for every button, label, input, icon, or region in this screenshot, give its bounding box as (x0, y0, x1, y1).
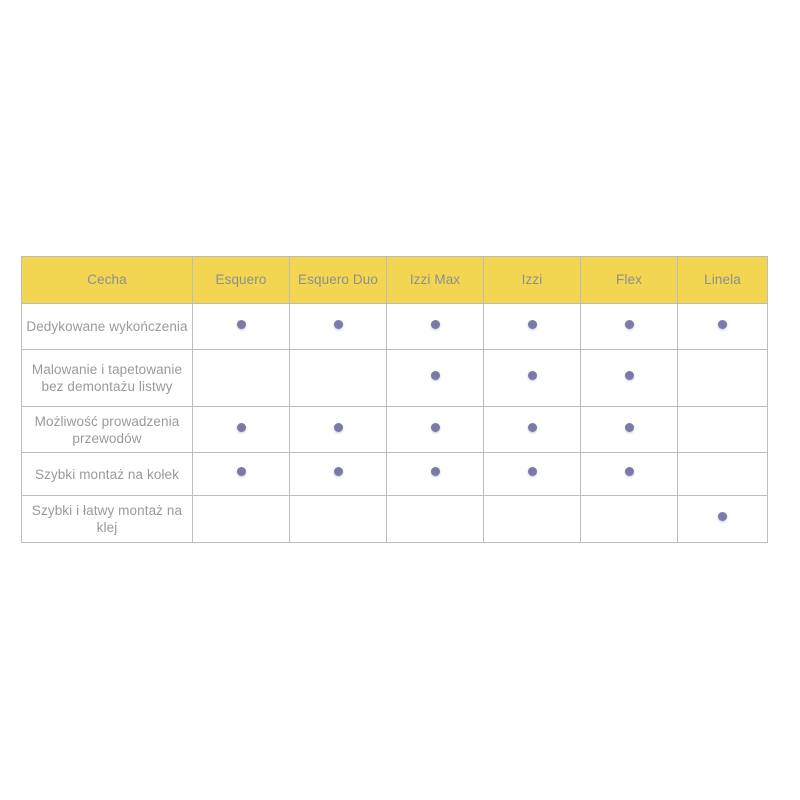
mark-cell-esquero (192, 406, 290, 453)
column-header-izzi: Izzi (483, 256, 581, 304)
availability-dot-icon (430, 319, 440, 329)
mark-cell-flex (580, 303, 678, 350)
feature-label: Szybki i łatwy montaż na klej (21, 495, 193, 543)
product-comparison-table: Cecha Esquero Esquero Duo Izzi Max Izzi … (21, 256, 768, 543)
availability-dot-icon (624, 319, 634, 329)
availability-dot-icon (718, 512, 727, 521)
mark-cell-esquero (192, 303, 290, 350)
availability-dot-icon (333, 319, 343, 329)
table-body: Dedykowane wykończenia Malowanie i tapet… (21, 303, 768, 543)
table-row: Szybki montaż na kołek (21, 452, 768, 496)
mark-cell-izzi (483, 495, 581, 543)
availability-dot-icon (430, 467, 440, 476)
column-header-esquero: Esquero (192, 256, 290, 304)
mark-cell-esquero-duo (289, 495, 387, 543)
availability-dot-icon (624, 371, 634, 380)
mark-cell-izzi-max (386, 452, 484, 496)
availability-dot-icon (430, 371, 440, 380)
mark-cell-izzi (483, 303, 581, 350)
mark-cell-linela (677, 452, 768, 496)
table-row: Szybki i łatwy montaż na klej (21, 495, 768, 543)
feature-label: Możliwość prowadzenia przewodów (21, 406, 193, 453)
mark-cell-linela (677, 495, 768, 543)
availability-dot-icon (333, 467, 343, 476)
availability-dot-icon (236, 319, 246, 329)
mark-cell-esquero-duo (289, 406, 387, 453)
feature-label: Szybki montaż na kołek (21, 452, 193, 496)
table-header-row: Cecha Esquero Esquero Duo Izzi Max Izzi … (21, 256, 768, 304)
availability-dot-icon (527, 319, 537, 329)
availability-dot-icon (236, 467, 246, 476)
table-row: Dedykowane wykończenia (21, 303, 768, 350)
column-header-feature: Cecha (21, 256, 193, 304)
table-header: Cecha Esquero Esquero Duo Izzi Max Izzi … (21, 256, 768, 304)
table-row: Możliwość prowadzenia przewodów (21, 406, 768, 453)
mark-cell-flex (580, 406, 678, 453)
mark-cell-izzi-max (386, 406, 484, 453)
availability-dot-icon (430, 422, 440, 432)
column-header-flex: Flex (580, 256, 678, 304)
feature-label: Malowanie i tapetowanie bez demontażu li… (21, 349, 193, 407)
availability-dot-icon (527, 371, 537, 380)
availability-dot-icon (333, 422, 343, 432)
column-header-izzi-max: Izzi Max (386, 256, 484, 304)
mark-cell-esquero-duo (289, 452, 387, 496)
comparison-table-container: Cecha Esquero Esquero Duo Izzi Max Izzi … (21, 256, 768, 543)
mark-cell-izzi-max (386, 349, 484, 407)
availability-dot-icon (624, 467, 634, 476)
mark-cell-izzi (483, 452, 581, 496)
mark-cell-flex (580, 495, 678, 543)
mark-cell-esquero (192, 349, 290, 407)
mark-cell-izzi-max (386, 495, 484, 543)
mark-cell-esquero (192, 495, 290, 543)
feature-label: Dedykowane wykończenia (21, 303, 193, 350)
mark-cell-linela (677, 406, 768, 453)
availability-dot-icon (718, 319, 727, 329)
mark-cell-izzi (483, 406, 581, 453)
mark-cell-flex (580, 349, 678, 407)
mark-cell-flex (580, 452, 678, 496)
availability-dot-icon (527, 467, 537, 476)
column-header-esquero-duo: Esquero Duo (289, 256, 387, 304)
availability-dot-icon (527, 422, 537, 432)
column-header-linela: Linela (677, 256, 768, 304)
mark-cell-esquero (192, 452, 290, 496)
mark-cell-izzi (483, 349, 581, 407)
availability-dot-icon (236, 422, 246, 432)
availability-dot-icon (624, 422, 634, 432)
mark-cell-esquero-duo (289, 303, 387, 350)
table-row: Malowanie i tapetowanie bez demontażu li… (21, 349, 768, 407)
mark-cell-izzi-max (386, 303, 484, 350)
mark-cell-linela (677, 349, 768, 407)
mark-cell-esquero-duo (289, 349, 387, 407)
mark-cell-linela (677, 303, 768, 350)
